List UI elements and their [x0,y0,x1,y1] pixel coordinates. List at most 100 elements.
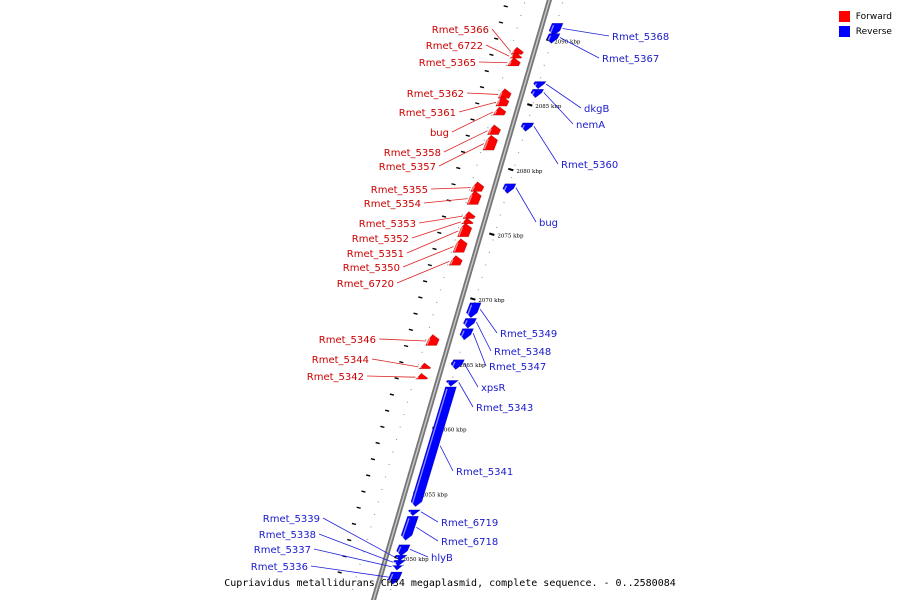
gene-label: xpsR [481,383,505,394]
gene-label: Rmet_5346 [319,335,376,346]
gene-label: Rmet_5337 [254,545,311,556]
gene-Rmet_5360-reverse[interactable] [520,122,535,132]
minor-tick [399,360,404,364]
gene-label: Rmet_5366 [432,25,489,36]
gene-Rmet_5338-reverse[interactable] [393,560,407,567]
gene-arrow [393,560,407,567]
gene-Rmet_5352-forward[interactable] [460,217,474,225]
gene-Rmet_5339-reverse[interactable] [394,554,409,562]
gene-dkgB-reverse[interactable] [533,81,547,90]
gene-arrow-highlight [483,138,489,150]
gene-Rmet_5350-forward[interactable] [452,238,468,253]
gene-label: nemA [576,120,605,131]
gene-Rmet_5355-forward[interactable] [470,181,485,192]
legend-forward-label: Forward [855,11,892,22]
gene-xpsR-reverse[interactable] [450,359,465,370]
gene-arrow-highlight [498,92,503,98]
tick-label: 2060 kbp [440,428,467,434]
gene-Rmet_5344-forward[interactable] [417,362,432,370]
gene-Rmet_5341-reverse[interactable] [410,386,457,508]
gene-Rmet_5346-forward[interactable] [425,334,440,346]
gene-leader-line [451,111,494,133]
gene-arrow-highlight [447,381,450,384]
gene-Rmet_5358-forward[interactable] [486,124,502,135]
gene-leader-line [458,382,474,408]
minor-tick [432,247,437,251]
gene-label: Rmet_5339 [263,514,320,525]
gene-arrow [465,302,482,319]
gene-Rmet_5362-forward[interactable] [497,88,512,99]
gene-Rmet_5336-reverse[interactable] [387,571,403,585]
gene-label: Rmet_5357 [379,162,436,173]
gene-Rmet_5349-reverse[interactable] [465,302,482,319]
gene-Rmet_5348-reverse[interactable] [462,318,478,329]
minor-tick [403,344,409,348]
gene-Rmet_5366-forward[interactable] [510,46,524,55]
gene-leader-line [438,143,484,167]
gene-label: Rmet_5358 [384,148,441,159]
gene-bug-reverse[interactable] [502,183,517,194]
gene-arrow [394,554,409,562]
minor-tick [408,328,414,332]
gene-Rmet_6722-forward[interactable] [508,51,523,59]
gene-leader-line [546,83,582,109]
gene-arrow [508,51,523,59]
gene-leader-line [458,101,497,113]
gene-arrow [410,386,457,508]
gene-leader-line [411,221,461,239]
backbone-highlight [372,0,551,600]
gene-label: bug [539,218,558,229]
gene-Rmet_5368-reverse[interactable] [548,22,564,37]
gene-Rmet_6719-reverse[interactable] [407,509,422,517]
gene-arrow-highlight [426,338,431,345]
gene-Rmet_5354-forward[interactable] [466,190,482,205]
legend-item-reverse: Reverse [838,24,892,39]
gene-label: Rmet_5360 [561,160,618,171]
gene-leader-line [559,37,600,59]
gene-arrow [510,46,524,55]
gene-Rmet_5337-reverse[interactable] [392,564,405,571]
gene-arrow-highlight [449,259,454,265]
minor-tick [418,296,423,299]
minor-tick [470,118,475,121]
gene-arrow-highlight [419,366,422,369]
gene-arrow-highlight [534,83,538,87]
gene-leader-line [476,322,492,352]
gene-Rmet_5357-forward[interactable] [482,134,499,151]
gene-Rmet_6720-forward[interactable] [448,255,463,266]
gene-Rmet_5353-forward[interactable] [462,211,476,219]
minor-tick [394,377,399,380]
gene-arrow-highlight [467,304,473,315]
gene-Rmet_5365-forward[interactable] [507,57,521,67]
gene-Rmet_5347-reverse[interactable] [459,328,474,341]
minor-tick [494,37,499,40]
gene-hlyB-reverse[interactable] [396,544,411,557]
gene-Rmet_5351-forward[interactable] [457,222,473,238]
gene-label: Rmet_6722 [426,41,483,52]
minor-tick [356,506,361,509]
gene-arrow [460,217,474,225]
gene-nemA-reverse[interactable] [530,88,545,99]
gene-Rmet_5342-forward[interactable] [414,372,429,380]
gene-arrow-highlight [496,100,501,106]
minor-tick [451,183,456,186]
gene-bug-forward[interactable] [492,106,507,116]
gene-leader-line [366,375,416,378]
gene-label: Rmet_6720 [337,279,394,290]
gene-Rmet_6718-reverse[interactable] [400,516,419,541]
minor-tick [361,490,366,493]
gene-label: Rmet_5350 [343,263,400,274]
gene-Rmet_5343-reverse[interactable] [445,380,460,387]
gene-leader-line [313,548,392,568]
gene-leader-line [423,198,468,204]
gene-Rmet_5367-reverse[interactable] [546,33,561,44]
major-tick [508,167,514,172]
gene-arrow [425,334,440,346]
gene-arrow-highlight [389,573,394,582]
gene-label: Rmet_5355 [371,185,428,196]
tick-label: 2085 kbp [535,104,562,110]
gene-label: Rmet_5336 [251,562,308,573]
gene-arrow [486,124,502,135]
gene-Rmet_5361-forward[interactable] [495,95,510,107]
gene-arrow [400,516,419,541]
